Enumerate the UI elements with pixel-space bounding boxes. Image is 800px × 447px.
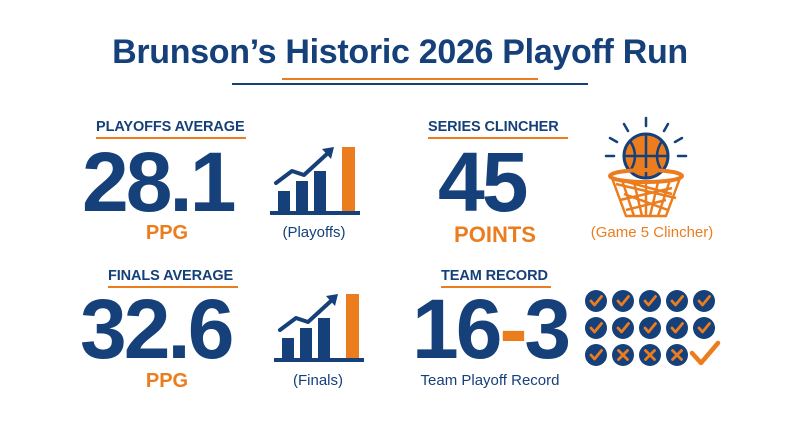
playoffs-label-underline: [96, 137, 246, 139]
record-losses: 3: [524, 282, 571, 376]
check-circle-icon: [666, 317, 688, 339]
record-dash: -: [499, 282, 527, 376]
finals-average-label: FINALS AVERAGE: [108, 268, 234, 284]
bar-chart-growth-icon: [270, 147, 360, 215]
team-record-value: 16-3: [412, 287, 571, 371]
check-circle-icon: [639, 290, 661, 312]
check-circle-icon: [693, 317, 715, 339]
cross-circle-icon: [666, 344, 688, 366]
cross-circle-icon: [612, 344, 634, 366]
record-caption: Team Playoff Record: [420, 372, 560, 389]
check-circle-icon: [639, 317, 661, 339]
finals-unit: PPG: [145, 370, 189, 392]
check-circle-icon: [612, 317, 634, 339]
clincher-points-value: 45: [438, 135, 528, 229]
check-circle-icon: [612, 290, 634, 312]
record-label-underline: [441, 286, 551, 288]
clincher-caption: (Game 5 Clincher): [590, 224, 714, 241]
team-record-label: TEAM RECORD: [441, 268, 548, 284]
check-large-icon: [689, 340, 721, 366]
check-circle-icon: [585, 290, 607, 312]
title-underline-orange: [282, 78, 538, 80]
clincher-unit: POINTS: [454, 222, 536, 247]
finals-average-value: 32.6: [80, 282, 234, 376]
check-circle-icon: [585, 317, 607, 339]
playoffs-average-label: PLAYOFFS AVERAGE: [96, 119, 245, 135]
playoffs-caption: (Playoffs): [282, 224, 346, 241]
cross-circle-icon: [639, 344, 661, 366]
bar-chart-growth-icon: [274, 294, 364, 362]
record-wins: 16: [412, 282, 502, 376]
series-clincher-label: SERIES CLINCHER: [428, 119, 559, 135]
basketball-hoop-icon: [604, 116, 688, 218]
record-grid: [585, 290, 721, 366]
clincher-label-underline: [428, 137, 568, 139]
check-circle-icon: [693, 290, 715, 312]
page-title: Brunson’s Historic 2026 Playoff Run: [112, 33, 688, 71]
title-underline-navy: [232, 83, 588, 85]
finals-caption: (Finals): [292, 372, 343, 389]
check-circle-icon: [666, 290, 688, 312]
check-circle-icon: [585, 344, 607, 366]
playoffs-average-value: 28.1: [82, 135, 236, 229]
finals-label-underline: [108, 286, 238, 288]
playoffs-unit: PPG: [145, 222, 189, 244]
